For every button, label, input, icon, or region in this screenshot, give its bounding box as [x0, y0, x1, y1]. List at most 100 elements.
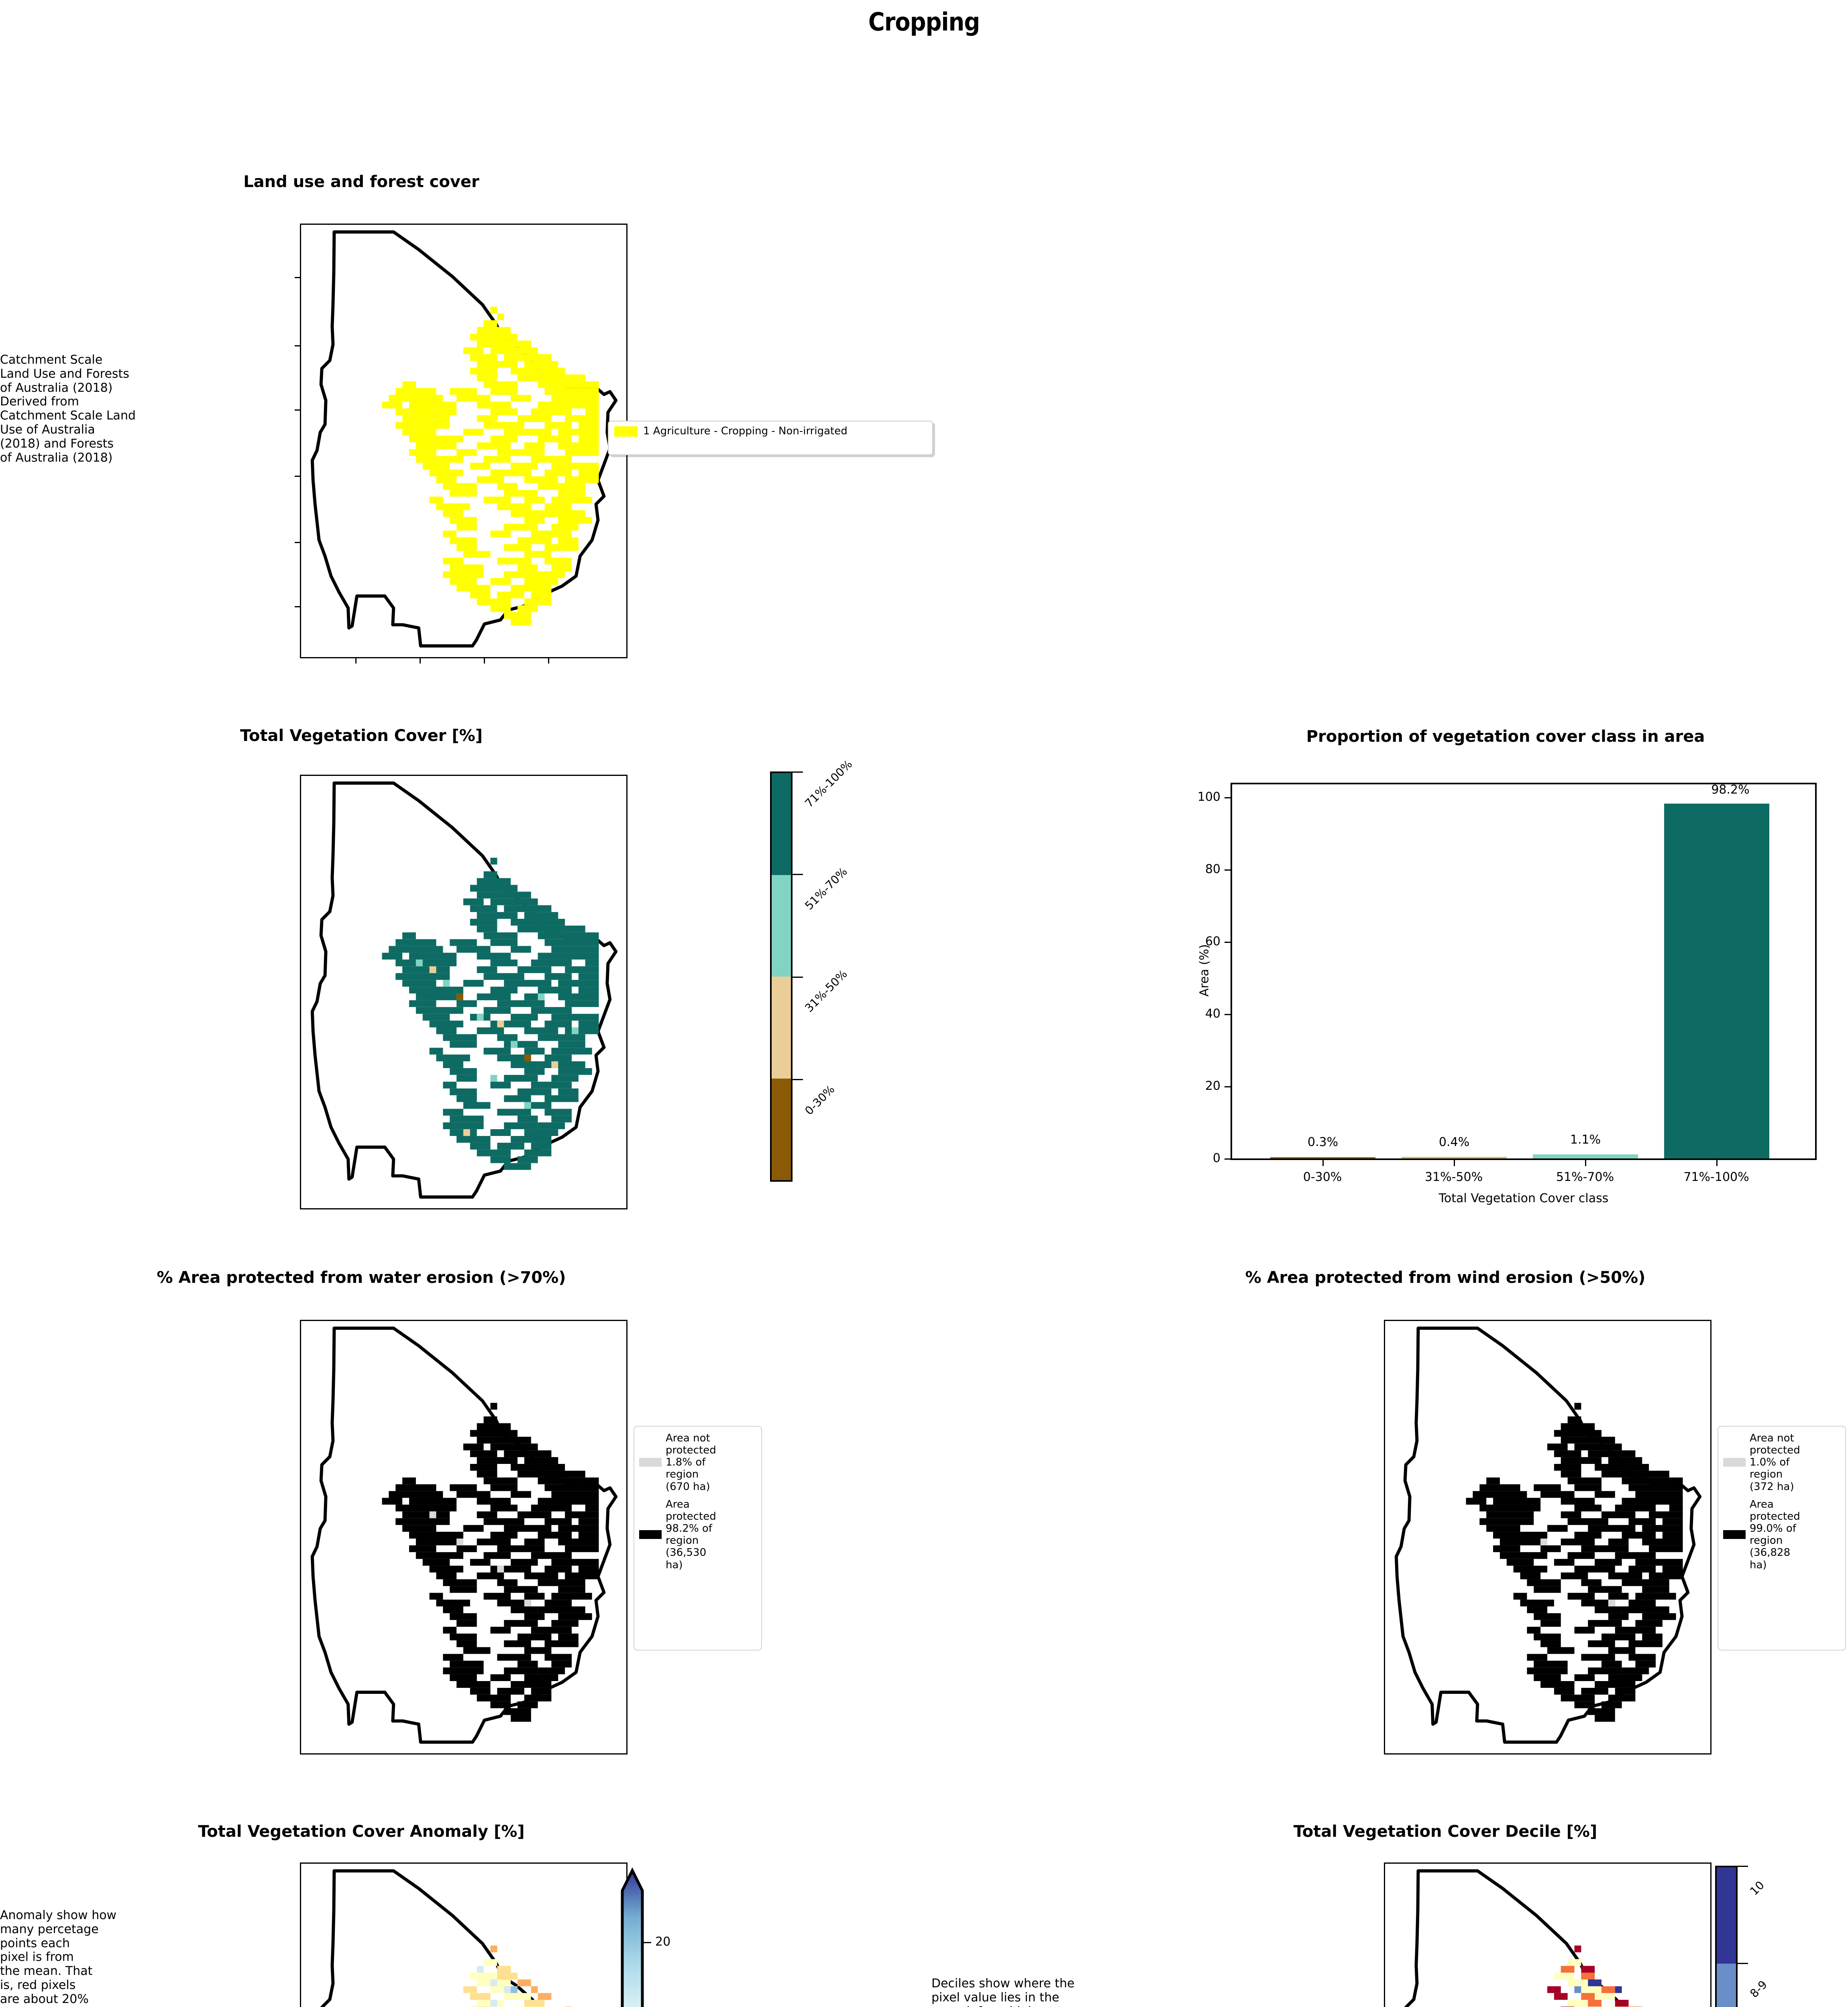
chart-ytick-label: 20: [1205, 1079, 1220, 1093]
panel-title-water: % Area protected from water erosion (>70…: [157, 1268, 566, 1287]
legend-item-protected: Area protected 99.0% of region (36,828 h…: [1723, 1498, 1840, 1571]
chart-axis-right: [1815, 783, 1817, 1160]
colorbar-tick: [793, 1079, 803, 1080]
bar-label-31-50: 0.4%: [1438, 1135, 1470, 1149]
chart-xtick-label: 0-30%: [1303, 1170, 1342, 1184]
chart-ylabel: Area (%): [1197, 944, 1212, 997]
legend-landuse[interactable]: 1 Agriculture - Cropping - Non-irrigated: [608, 421, 933, 455]
chart-axis-bottom: [1231, 1158, 1817, 1160]
chart-xtick-label: 51%-70%: [1556, 1170, 1614, 1184]
map-tick: [355, 658, 357, 664]
legend-label-protected: Area protected 99.0% of region (36,828 h…: [1750, 1498, 1800, 1571]
chart-xtick: [1716, 1160, 1718, 1166]
map-veg[interactable]: [300, 775, 628, 1209]
legend-swatch-not-protected: [639, 1458, 662, 1467]
chart-ytick-label: 0: [1212, 1151, 1220, 1165]
chart-ytick: [1225, 797, 1231, 798]
map-landuse[interactable]: [300, 224, 628, 658]
panel-title-decile: Total Vegetation Cover Decile [%]: [1293, 1822, 1597, 1841]
colorbar-tick: [793, 977, 803, 978]
legend-label-not-protected: Area not protected 1.0% of region (372 h…: [1750, 1432, 1800, 1493]
legend-item-cropping: 1 Agriculture - Cropping - Non-irrigated: [614, 425, 927, 438]
colorbar-decile-segments[interactable]: [1715, 1866, 1738, 2007]
legend-item-not-protected: Area not protected 1.0% of region (372 h…: [1723, 1432, 1840, 1493]
map-wind-erosion[interactable]: [1384, 1320, 1711, 1755]
bar-71-100[interactable]: [1664, 804, 1769, 1158]
colorbar-tick: [1738, 1963, 1748, 1964]
colorbar-anomaly[interactable]: [619, 1867, 646, 2007]
colorbar-tick: [1738, 1866, 1748, 1867]
colorbar-veg[interactable]: [770, 771, 793, 1182]
anomaly-note: Anomaly show how many percetage points e…: [0, 1908, 117, 2007]
decile-pixel-layer: [1547, 1945, 1642, 2007]
chart-ytick-label: 80: [1205, 862, 1220, 876]
chart-xtick: [1585, 1160, 1586, 1166]
chart-xtick: [1454, 1160, 1455, 1166]
bar-31-50[interactable]: [1402, 1157, 1507, 1158]
colorbar-label-veg-71-100: 71%-100%: [802, 757, 855, 810]
chart-xlabel: Total Vegetation Cover class: [1438, 1191, 1609, 1205]
map-tick: [295, 476, 300, 477]
legend-label-protected: Area protected 98.2% of region (36,530 h…: [666, 1498, 716, 1571]
wind-unprotected-layer: [1540, 1538, 1615, 1607]
panel-title-landuse: Land use and forest cover: [243, 173, 479, 191]
bar-chart[interactable]: 0 20 40 60 80 100 0.3% 0.4% 1.1% 98.2% 0…: [1192, 783, 1819, 1205]
colorbar-label-decile-10: 10: [1747, 1878, 1767, 1898]
chart-ytick-label: 100: [1197, 790, 1220, 804]
chart-title: Proportion of vegetation cover class in …: [1306, 727, 1705, 746]
wind-protected-layer: [1466, 1402, 1683, 1722]
legend-water-erosion[interactable]: Area not protected 1.8% of region (670 h…: [634, 1426, 762, 1651]
chart-ytick: [1225, 1158, 1231, 1160]
chart-axis-top: [1231, 783, 1817, 784]
water-unprotected-layer: [429, 1511, 531, 1607]
legend-swatch-cropping: [614, 426, 638, 437]
bar-label-71-100: 98.2%: [1711, 783, 1750, 797]
map-tick: [484, 658, 485, 664]
colorbar-tick: [642, 1942, 651, 1943]
chart-ytick: [1225, 869, 1231, 871]
anomaly-pixel-layer: [463, 1945, 572, 2007]
bar-label-0-30: 0.3%: [1307, 1135, 1339, 1149]
landuse-source-note: Catchment Scale Land Use and Forests of …: [0, 353, 136, 465]
bar-label-51-70: 1.1%: [1570, 1133, 1601, 1147]
legend-swatch-not-protected: [1723, 1458, 1746, 1467]
map-tick: [295, 542, 300, 543]
legend-item-not-protected: Area not protected 1.8% of region (670 h…: [639, 1432, 756, 1493]
panel-title-wind: % Area protected from wind erosion (>50%…: [1245, 1268, 1646, 1287]
map-water-erosion[interactable]: [300, 1320, 628, 1755]
map-tick: [295, 345, 300, 346]
panel-title-veg: Total Vegetation Cover [%]: [240, 727, 483, 745]
map-tick: [295, 277, 300, 278]
map-tick: [548, 658, 549, 664]
decile-note: Deciles show where the pixel value lies …: [931, 1976, 1075, 2007]
colorbar-label-veg-0-30: 0-30%: [802, 1083, 837, 1118]
chart-xtick: [1322, 1160, 1324, 1166]
map-tick: [420, 658, 421, 664]
colorbar-label-veg-51-70: 51%-70%: [802, 865, 850, 913]
bar-51-70[interactable]: [1533, 1154, 1638, 1158]
chart-xtick-label: 71%-100%: [1683, 1170, 1749, 1184]
legend-wind-erosion[interactable]: Area not protected 1.0% of region (372 h…: [1718, 1426, 1846, 1651]
chart-axis-left: [1231, 783, 1232, 1160]
map-decile[interactable]: [1384, 1862, 1711, 2007]
water-protected-layer: [382, 1402, 599, 1722]
legend-label-not-protected: Area not protected 1.8% of region (670 h…: [666, 1432, 716, 1493]
veg-pixel-layer: [382, 857, 599, 1170]
colorbar-label-anomaly-20: 20: [655, 1935, 671, 1949]
legend-swatch-protected: [639, 1530, 662, 1539]
legend-swatch-protected: [1723, 1530, 1746, 1539]
legend-item-protected: Area protected 98.2% of region (36,530 h…: [639, 1498, 756, 1571]
map-tick: [295, 409, 300, 411]
chart-ytick: [1225, 1014, 1231, 1015]
chart-xtick-label: 31%-50%: [1424, 1170, 1483, 1184]
landuse-pixel-layer: [382, 306, 599, 626]
chart-ytick: [1225, 942, 1231, 943]
colorbar-label-veg-31-50: 31%-50%: [802, 967, 850, 1015]
map-anomaly[interactable]: [300, 1862, 628, 2007]
bar-0-30[interactable]: [1270, 1157, 1375, 1158]
chart-ytick-label: 40: [1205, 1007, 1220, 1021]
colorbar-tick: [793, 874, 803, 875]
page-title: Cropping: [868, 7, 980, 37]
map-tick: [295, 606, 300, 607]
colorbar-tick: [793, 771, 803, 773]
